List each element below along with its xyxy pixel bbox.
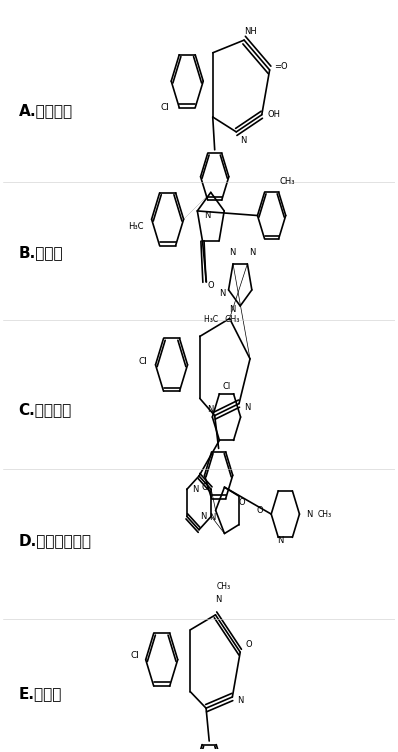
Text: N: N bbox=[208, 405, 214, 414]
Text: CH₃: CH₃ bbox=[216, 582, 230, 591]
Text: C.艾司唢仑: C.艾司唢仑 bbox=[18, 402, 72, 417]
Text: N: N bbox=[219, 289, 225, 298]
Text: N: N bbox=[306, 510, 312, 519]
Text: N: N bbox=[200, 512, 206, 521]
Text: O: O bbox=[207, 281, 214, 290]
Text: N: N bbox=[237, 696, 244, 705]
Text: A.奥沙西洋: A.奥沙西洋 bbox=[18, 104, 72, 119]
Text: N: N bbox=[204, 211, 210, 220]
Text: E.地西洋: E.地西洋 bbox=[18, 686, 62, 701]
Text: H₃C   CH₃: H₃C CH₃ bbox=[205, 315, 240, 324]
Text: OH: OH bbox=[267, 111, 280, 120]
Text: N: N bbox=[215, 596, 222, 605]
Text: N: N bbox=[249, 248, 255, 257]
Text: H₃C: H₃C bbox=[128, 222, 144, 231]
Text: O: O bbox=[239, 499, 246, 508]
Text: N: N bbox=[244, 403, 250, 412]
Text: O: O bbox=[257, 506, 263, 515]
Text: Cl: Cl bbox=[139, 356, 148, 365]
Text: =O: =O bbox=[275, 62, 288, 71]
Text: N: N bbox=[230, 305, 236, 314]
Text: O: O bbox=[201, 484, 208, 493]
Text: NH: NH bbox=[244, 26, 256, 35]
Text: CH₃: CH₃ bbox=[318, 510, 332, 519]
Text: CH₃: CH₃ bbox=[279, 177, 295, 186]
Text: N: N bbox=[192, 485, 198, 494]
Text: N: N bbox=[277, 536, 284, 545]
Text: N: N bbox=[240, 136, 246, 145]
Text: B.唢吵坦: B.唢吵坦 bbox=[18, 245, 63, 260]
Text: Cl: Cl bbox=[222, 382, 230, 391]
Text: Cl: Cl bbox=[160, 103, 170, 112]
Text: O: O bbox=[246, 640, 252, 649]
Text: N: N bbox=[210, 514, 216, 523]
Text: N: N bbox=[229, 248, 236, 257]
Text: D.艾司佐匯克隆: D.艾司佐匯克隆 bbox=[18, 532, 92, 547]
Text: Cl: Cl bbox=[131, 651, 140, 660]
